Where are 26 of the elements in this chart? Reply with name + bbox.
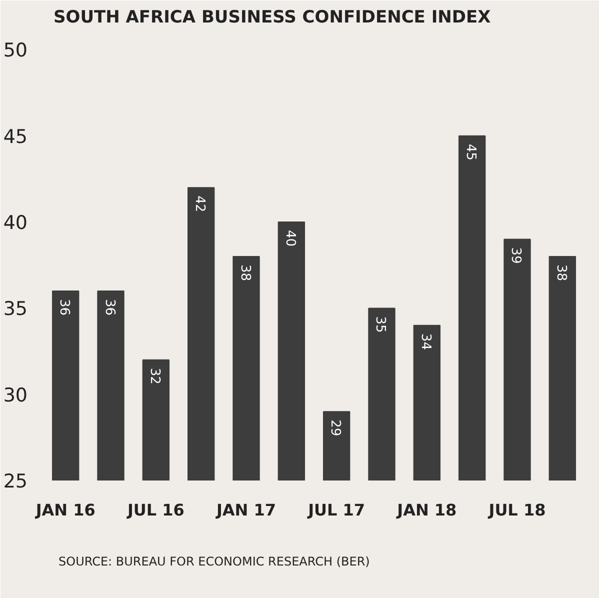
data-label: 34 (418, 333, 433, 350)
x-tick-label: JAN 18 (396, 500, 457, 520)
y-tick-label: 35 (3, 298, 28, 320)
x-tick-label: JUL 17 (307, 500, 366, 520)
data-label: 39 (508, 247, 524, 264)
y-tick-label: 50 (3, 40, 28, 62)
data-label: 35 (372, 316, 388, 333)
x-tick-label: JUL 18 (488, 500, 546, 520)
data-label: 38 (553, 264, 568, 282)
x-tick-label: JUL 16 (126, 500, 184, 520)
y-tick-label: 25 (3, 470, 28, 492)
source-note: SOURCE: BUREAU FOR ECONOMIC RESEARCH (BER) (58, 554, 370, 568)
data-label: 36 (102, 298, 117, 316)
x-tick-label: JAN 17 (215, 500, 276, 520)
data-label: 45 (463, 144, 478, 160)
data-label: 40 (282, 230, 298, 247)
data-label: 29 (328, 420, 343, 436)
x-tick-label: JAN 16 (34, 500, 96, 520)
y-tick-label: 40 (3, 212, 28, 234)
chart-title: SOUTH AFRICA BUSINESS CONFIDENCE INDEX (54, 8, 491, 28)
data-label: 38 (237, 264, 252, 282)
y-tick-label: 45 (3, 126, 28, 148)
y-tick-label: 30 (3, 384, 28, 406)
data-label: 42 (192, 196, 208, 212)
data-label: 32 (146, 368, 162, 384)
data-label: 36 (56, 298, 72, 316)
